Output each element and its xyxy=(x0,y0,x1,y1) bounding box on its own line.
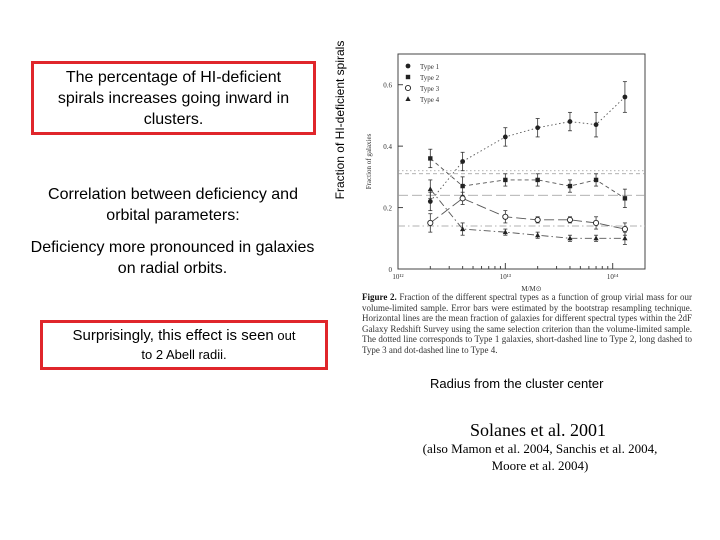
plot-frame xyxy=(397,53,646,270)
data-point xyxy=(622,235,628,241)
legend-entry: Type 1 xyxy=(420,63,440,71)
additional-references: (also Mamon et al. 2004, Sanchis et al. … xyxy=(422,441,658,473)
abell-radii-main: Surprisingly, this effect is seen xyxy=(72,327,274,344)
data-point xyxy=(405,63,411,69)
hi-deficient-statement-box: The percentage of HI-deficient spirals i… xyxy=(31,61,316,135)
data-point xyxy=(428,156,433,161)
data-point xyxy=(622,196,628,201)
correlation-text: Correlation between deficiency and orbit… xyxy=(48,186,298,224)
spectral-type-fraction-chart: 0 0.2 0.4 0.6 10¹² 10¹³ 10¹⁴ M/M⊙ Fraction of ga… xyxy=(365,53,646,293)
data-point xyxy=(534,216,541,223)
data-point xyxy=(427,186,433,192)
data-point xyxy=(404,84,412,92)
data-point xyxy=(459,195,466,202)
data-point xyxy=(567,235,573,241)
data-point xyxy=(593,235,599,241)
data-point xyxy=(621,226,628,233)
legend-entry: Type 2 xyxy=(420,74,440,82)
figure-caption: Figure 2. Fraction of the different spec… xyxy=(362,292,692,355)
data-point xyxy=(567,119,573,124)
data-point xyxy=(460,159,466,164)
data-point xyxy=(535,232,541,238)
caption-lead: Figure 2. xyxy=(362,292,397,302)
data-point xyxy=(566,216,574,223)
data-point xyxy=(427,199,433,204)
data-point xyxy=(535,125,541,131)
y-tick-label: 0.4 xyxy=(383,143,392,151)
data-point xyxy=(593,177,599,183)
data-point xyxy=(535,177,540,183)
radial-orbits-text: Deficiency more pronounced in galaxies o… xyxy=(30,239,315,277)
data-point xyxy=(427,219,434,226)
y-axis-label: Fraction of galaxies xyxy=(365,133,373,189)
radius-label: Radius from the cluster center xyxy=(430,376,604,391)
x-tick-label: 10¹² xyxy=(392,273,403,281)
data-point xyxy=(460,183,465,189)
y-tick-label: 0.2 xyxy=(383,205,392,213)
data-point xyxy=(502,213,509,220)
y-tick-label: 0 xyxy=(389,266,393,274)
legend-entry: Type 3 xyxy=(420,85,440,93)
data-point xyxy=(503,177,508,183)
data-point xyxy=(622,94,628,100)
data-point xyxy=(593,219,600,226)
data-point xyxy=(405,96,411,101)
abell-radii-line2: to 2 Abell radii. xyxy=(141,347,227,362)
data-point xyxy=(502,229,508,235)
series-line xyxy=(429,188,625,239)
abell-radii-tail: out xyxy=(273,328,296,343)
x-tick-label: 10¹⁴ xyxy=(607,273,619,281)
vertical-axis-label: Fraction of HI-deficient spirals xyxy=(333,40,347,200)
data-point xyxy=(502,134,508,140)
caption-body: Fraction of the different spectral types… xyxy=(362,292,692,355)
legend-entry: Type 4 xyxy=(420,96,440,104)
abell-radii-line1: Surprisingly, this effect is seen out xyxy=(73,326,296,345)
data-point xyxy=(460,226,466,232)
x-axis-label: M/M⊙ xyxy=(521,285,541,293)
x-tick-label: 10¹³ xyxy=(500,273,511,281)
hi-deficient-statement: The percentage of HI-deficient spirals i… xyxy=(57,68,290,128)
citation: Solanes et al. 2001 xyxy=(470,420,606,440)
data-point xyxy=(405,74,411,80)
abell-radii-box: Surprisingly, this effect is seen out to… xyxy=(40,320,328,370)
data-point xyxy=(567,183,573,189)
data-point xyxy=(593,122,599,128)
y-tick-label: 0.6 xyxy=(383,82,392,90)
